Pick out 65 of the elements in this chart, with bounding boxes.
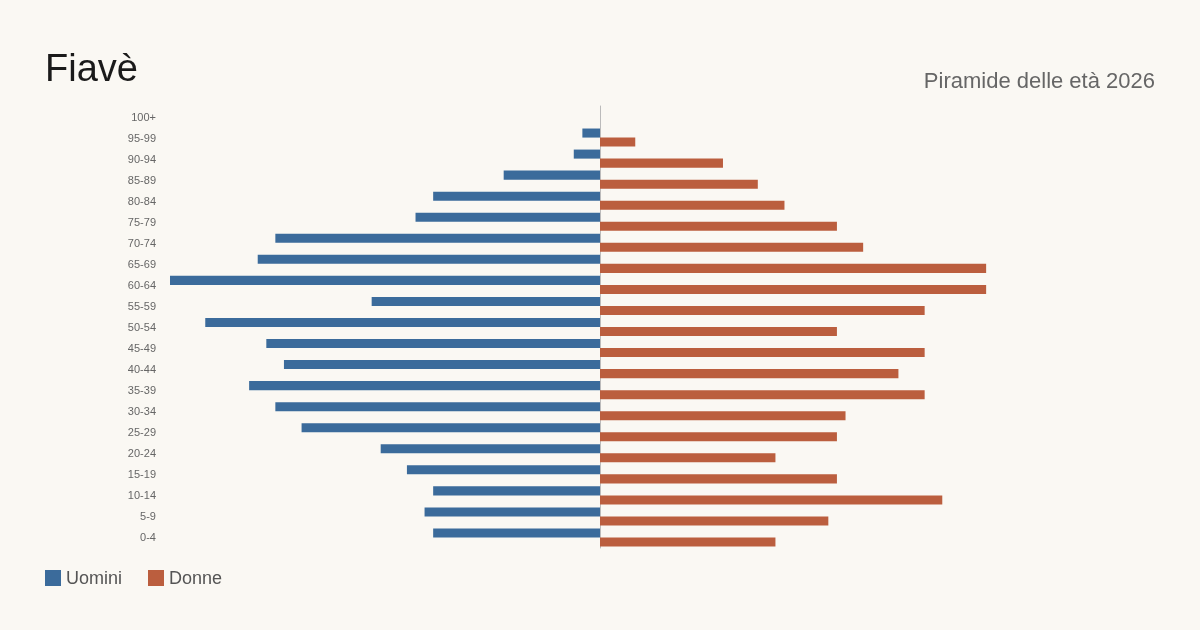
bar bbox=[170, 275, 600, 285]
y-tick-label: 90-94 bbox=[127, 152, 156, 165]
y-tick-label: 60-64 bbox=[127, 278, 156, 291]
bar bbox=[600, 221, 837, 231]
y-tick-label: 55-59 bbox=[127, 299, 156, 312]
bar bbox=[266, 339, 600, 349]
y-tick-label: 85-89 bbox=[127, 173, 156, 186]
bar bbox=[600, 179, 758, 189]
bar bbox=[600, 474, 837, 484]
y-tick-label: 95-99 bbox=[127, 131, 156, 144]
y-tick-label: 20-24 bbox=[127, 447, 156, 460]
chart-title: Fiavè bbox=[45, 47, 138, 89]
bar bbox=[503, 170, 600, 180]
bar bbox=[600, 495, 943, 505]
bar bbox=[600, 390, 925, 400]
bar bbox=[406, 465, 600, 475]
legend-label: Donne bbox=[169, 568, 223, 588]
y-tick-label: 65-69 bbox=[127, 257, 156, 270]
bar bbox=[433, 528, 600, 538]
y-tick-label: 100+ bbox=[131, 110, 156, 123]
bar bbox=[205, 317, 600, 327]
bar bbox=[371, 296, 600, 306]
bar bbox=[433, 191, 600, 201]
bar bbox=[283, 360, 600, 370]
bar bbox=[275, 233, 600, 243]
bar bbox=[600, 516, 829, 526]
bar bbox=[257, 254, 600, 264]
y-tick-label: 35-39 bbox=[127, 384, 156, 397]
bar bbox=[600, 432, 837, 442]
bar bbox=[415, 212, 600, 222]
bar bbox=[600, 305, 925, 315]
bar bbox=[600, 263, 987, 273]
y-tick-label: 25-29 bbox=[127, 426, 156, 439]
bar bbox=[380, 444, 600, 454]
bar bbox=[582, 128, 600, 138]
y-tick-label: 80-84 bbox=[127, 194, 156, 207]
bar bbox=[600, 369, 899, 379]
y-tick-label: 5-9 bbox=[140, 510, 156, 523]
bar bbox=[301, 423, 600, 433]
bar bbox=[600, 453, 776, 463]
bar bbox=[424, 507, 600, 517]
bar bbox=[600, 348, 925, 358]
y-tick-label: 15-19 bbox=[127, 468, 156, 481]
bar bbox=[600, 137, 636, 147]
y-tick-label: 45-49 bbox=[127, 342, 156, 355]
bar bbox=[600, 242, 864, 252]
bar bbox=[249, 381, 600, 391]
text: Piramide delle età 2026 bbox=[923, 67, 1156, 93]
y-tick-label: 50-54 bbox=[127, 321, 156, 333]
y-tick-label: 40-44 bbox=[127, 363, 156, 376]
bar bbox=[600, 284, 987, 294]
y-tick-label: 10-14 bbox=[127, 489, 156, 502]
bar bbox=[600, 327, 837, 337]
bar bbox=[600, 537, 776, 547]
y-tick-label: 70-74 bbox=[127, 236, 156, 249]
bar bbox=[600, 158, 723, 168]
bar bbox=[275, 402, 600, 412]
y-tick-label: 30-34 bbox=[127, 405, 156, 418]
bar bbox=[600, 411, 846, 421]
bar bbox=[433, 486, 600, 496]
bar bbox=[600, 200, 785, 210]
y-tick-label: 75-79 bbox=[127, 215, 156, 228]
y-tick-label: 0-4 bbox=[140, 531, 156, 544]
legend-label: Uomini bbox=[66, 568, 123, 588]
bar bbox=[573, 149, 600, 159]
